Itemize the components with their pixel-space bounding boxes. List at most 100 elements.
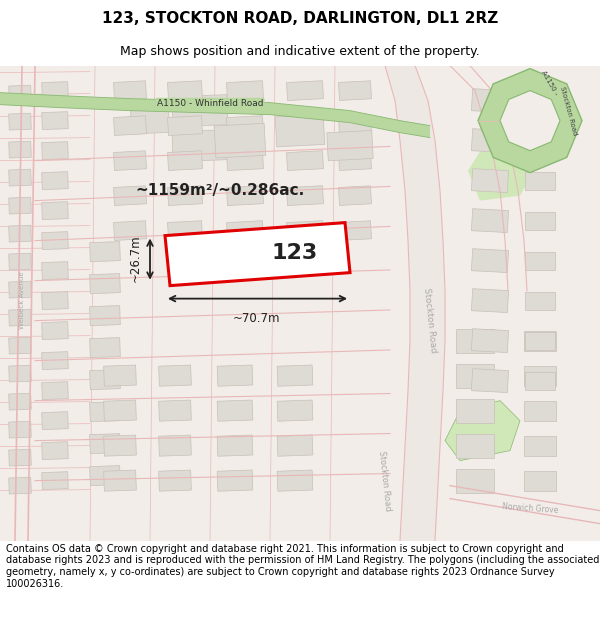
Polygon shape <box>217 400 253 421</box>
Polygon shape <box>42 202 68 219</box>
Polygon shape <box>167 151 202 171</box>
Polygon shape <box>338 81 371 101</box>
Polygon shape <box>42 112 68 129</box>
Polygon shape <box>42 142 68 159</box>
Polygon shape <box>113 81 146 101</box>
Text: ~26.7m: ~26.7m <box>129 235 142 282</box>
Polygon shape <box>338 116 371 136</box>
Polygon shape <box>277 400 313 421</box>
Polygon shape <box>525 332 555 349</box>
Polygon shape <box>158 400 191 421</box>
Polygon shape <box>524 401 556 421</box>
Polygon shape <box>9 225 31 242</box>
Polygon shape <box>9 141 31 158</box>
Polygon shape <box>445 401 520 461</box>
Polygon shape <box>42 322 68 339</box>
Polygon shape <box>277 470 313 491</box>
Polygon shape <box>113 151 146 171</box>
Polygon shape <box>456 399 494 422</box>
Polygon shape <box>524 331 556 351</box>
Polygon shape <box>158 365 191 386</box>
Polygon shape <box>277 365 313 386</box>
Polygon shape <box>456 329 494 352</box>
Text: ~70.7m: ~70.7m <box>233 312 281 324</box>
Polygon shape <box>277 435 313 456</box>
Text: Stockton Road: Stockton Road <box>559 86 577 136</box>
Polygon shape <box>338 151 371 171</box>
Polygon shape <box>9 85 31 102</box>
Polygon shape <box>227 186 263 206</box>
Polygon shape <box>217 365 253 386</box>
Polygon shape <box>9 338 31 354</box>
Polygon shape <box>42 82 68 99</box>
Polygon shape <box>104 400 136 421</box>
Text: A1150 -: A1150 - <box>541 69 559 96</box>
Polygon shape <box>227 221 263 241</box>
Polygon shape <box>524 471 556 491</box>
Polygon shape <box>287 81 323 101</box>
Polygon shape <box>338 221 371 241</box>
Polygon shape <box>385 66 445 541</box>
Polygon shape <box>42 172 68 189</box>
Polygon shape <box>167 81 202 101</box>
Text: Stockton Road: Stockton Road <box>377 450 392 511</box>
Polygon shape <box>227 151 263 171</box>
Text: Contains OS data © Crown copyright and database right 2021. This information is : Contains OS data © Crown copyright and d… <box>6 544 599 589</box>
Polygon shape <box>9 169 31 186</box>
Polygon shape <box>165 222 350 286</box>
Polygon shape <box>104 435 136 456</box>
Polygon shape <box>456 469 494 492</box>
Polygon shape <box>89 402 121 422</box>
Polygon shape <box>89 338 121 357</box>
Polygon shape <box>89 434 121 454</box>
Polygon shape <box>472 369 509 392</box>
Polygon shape <box>524 436 556 456</box>
Polygon shape <box>9 198 31 214</box>
Polygon shape <box>227 116 263 136</box>
Polygon shape <box>468 131 540 201</box>
Polygon shape <box>472 89 509 112</box>
Polygon shape <box>525 292 555 309</box>
Text: 123: 123 <box>272 242 318 262</box>
Polygon shape <box>89 369 121 389</box>
Polygon shape <box>327 131 373 161</box>
Polygon shape <box>113 221 146 241</box>
Polygon shape <box>89 274 121 294</box>
Polygon shape <box>287 221 323 241</box>
Polygon shape <box>9 393 31 410</box>
Polygon shape <box>42 292 68 309</box>
Text: A1150 - Whinfield Road: A1150 - Whinfield Road <box>157 99 263 108</box>
Polygon shape <box>214 123 266 158</box>
Polygon shape <box>172 129 228 162</box>
Text: ~1159m²/~0.286ac.: ~1159m²/~0.286ac. <box>136 183 305 198</box>
Polygon shape <box>42 232 68 249</box>
Polygon shape <box>525 252 555 269</box>
Polygon shape <box>104 470 136 491</box>
Polygon shape <box>42 412 68 429</box>
Text: Norwich Grove: Norwich Grove <box>502 502 559 515</box>
Text: Welbeck Avenue: Welbeck Avenue <box>19 272 25 329</box>
Polygon shape <box>172 94 228 127</box>
Polygon shape <box>275 114 325 147</box>
Polygon shape <box>42 382 68 399</box>
Polygon shape <box>167 186 202 206</box>
Polygon shape <box>524 366 556 386</box>
Polygon shape <box>158 435 191 456</box>
Polygon shape <box>500 91 560 151</box>
Polygon shape <box>9 478 31 494</box>
Polygon shape <box>472 249 509 272</box>
Polygon shape <box>42 352 68 369</box>
Polygon shape <box>131 107 169 134</box>
Polygon shape <box>525 92 555 109</box>
Polygon shape <box>456 434 494 457</box>
Polygon shape <box>158 470 191 491</box>
Polygon shape <box>9 309 31 326</box>
Text: Stockton Road: Stockton Road <box>422 288 438 354</box>
Polygon shape <box>42 442 68 459</box>
Polygon shape <box>217 470 253 491</box>
Polygon shape <box>167 221 202 241</box>
Polygon shape <box>113 116 146 136</box>
Polygon shape <box>9 281 31 298</box>
Polygon shape <box>338 186 371 206</box>
Polygon shape <box>472 329 509 352</box>
